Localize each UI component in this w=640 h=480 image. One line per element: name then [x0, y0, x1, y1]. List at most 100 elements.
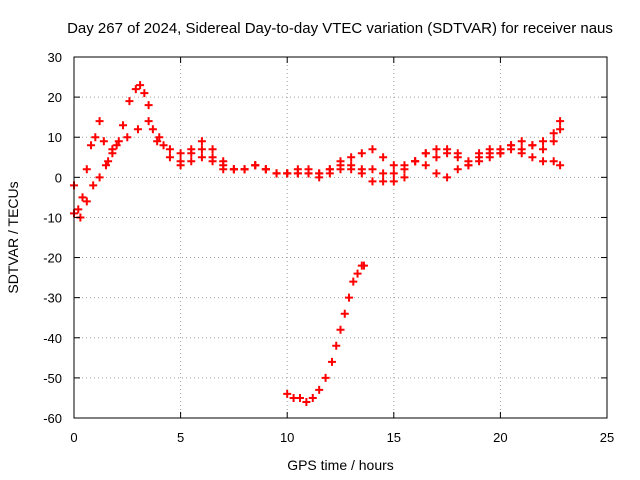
data-point: [368, 145, 377, 154]
y-tick-label: 10: [48, 130, 62, 145]
data-point: [315, 173, 324, 182]
data-point: [144, 101, 153, 110]
data-point: [133, 125, 142, 134]
data-point: [295, 393, 304, 402]
data-point: [353, 269, 362, 278]
data-point: [208, 145, 217, 154]
data-point: [556, 125, 565, 134]
data-point: [321, 373, 330, 382]
data-point: [485, 153, 494, 162]
data-point: [336, 165, 345, 174]
plot-frame: [73, 56, 608, 419]
data-point: [347, 165, 356, 174]
x-tick-label: 10: [280, 430, 294, 445]
y-tick-label: -20: [43, 251, 62, 266]
data-point: [340, 309, 349, 318]
data-point: [475, 149, 484, 158]
series-3: [283, 261, 368, 406]
y-tick-label: -60: [43, 411, 62, 426]
data-point: [443, 149, 452, 158]
data-point: [187, 157, 196, 166]
y-tick-label: 0: [55, 170, 62, 185]
data-point: [453, 153, 462, 162]
y-tick-label: -10: [43, 210, 62, 225]
data-point: [293, 169, 302, 178]
data-point: [432, 145, 441, 154]
data-point: [389, 161, 398, 170]
data-point: [325, 169, 334, 178]
data-point: [261, 165, 270, 174]
data-point: [357, 149, 366, 158]
y-tick-label: -40: [43, 331, 62, 346]
data-point: [219, 165, 228, 174]
data-point: [87, 141, 96, 150]
data-point: [528, 141, 537, 150]
data-point: [125, 97, 134, 106]
data-point: [528, 153, 537, 162]
chart-title: Day 267 of 2024, Sidereal Day-to-day VTE…: [67, 20, 613, 37]
data-point: [251, 161, 260, 170]
data-points: [70, 81, 565, 406]
data-point: [432, 169, 441, 178]
data-point: [556, 161, 565, 170]
data-point: [95, 173, 104, 182]
data-point: [229, 165, 238, 174]
data-point: [155, 133, 164, 142]
x-tick-label: 25: [600, 430, 614, 445]
y-tick-label: -30: [43, 291, 62, 306]
x-tick-label: 5: [177, 430, 184, 445]
data-point: [78, 193, 87, 202]
data-point: [421, 161, 430, 170]
data-point: [197, 145, 206, 154]
data-point: [421, 149, 430, 158]
data-point: [389, 169, 398, 178]
data-point: [411, 157, 420, 166]
data-point: [144, 117, 153, 126]
data-point: [443, 173, 452, 182]
data-point: [379, 153, 388, 162]
data-point: [153, 137, 162, 146]
data-point: [539, 157, 548, 166]
data-point: [507, 141, 516, 150]
data-point: [453, 165, 462, 174]
data-point: [549, 129, 558, 138]
data-point: [101, 161, 110, 170]
data-point: [302, 397, 311, 406]
data-point: [112, 141, 121, 150]
data-point: [131, 85, 140, 94]
data-point: [197, 137, 206, 146]
data-point: [464, 161, 473, 170]
data-point: [379, 169, 388, 178]
data-point: [208, 157, 217, 166]
data-point: [187, 149, 196, 158]
data-point: [517, 137, 526, 146]
data-point: [496, 149, 505, 158]
data-point: [283, 389, 292, 398]
data-point: [368, 165, 377, 174]
data-point: [136, 81, 145, 90]
data-point: [345, 293, 354, 302]
x-axis-label: GPS time / hours: [287, 457, 394, 473]
axis-ticks: 0 5 10 15 20 25 -60 -50 -40 -30 -20 -10 0 10 20 30: [43, 50, 614, 445]
grid: [74, 57, 607, 418]
data-point: [389, 177, 398, 186]
data-point: [159, 141, 168, 150]
data-point: [148, 125, 157, 134]
data-point: [400, 161, 409, 170]
data-point: [240, 165, 249, 174]
data-point: [549, 137, 558, 146]
data-point: [556, 117, 565, 126]
data-point: [357, 169, 366, 178]
x-tick-label: 20: [493, 430, 507, 445]
data-point: [74, 205, 83, 214]
data-point: [349, 277, 358, 286]
data-point: [304, 169, 313, 178]
data-point: [336, 325, 345, 334]
data-point: [165, 153, 174, 162]
x-tick-label: 0: [70, 430, 77, 445]
data-point: [379, 177, 388, 186]
data-point: [332, 341, 341, 350]
data-point: [176, 161, 185, 170]
